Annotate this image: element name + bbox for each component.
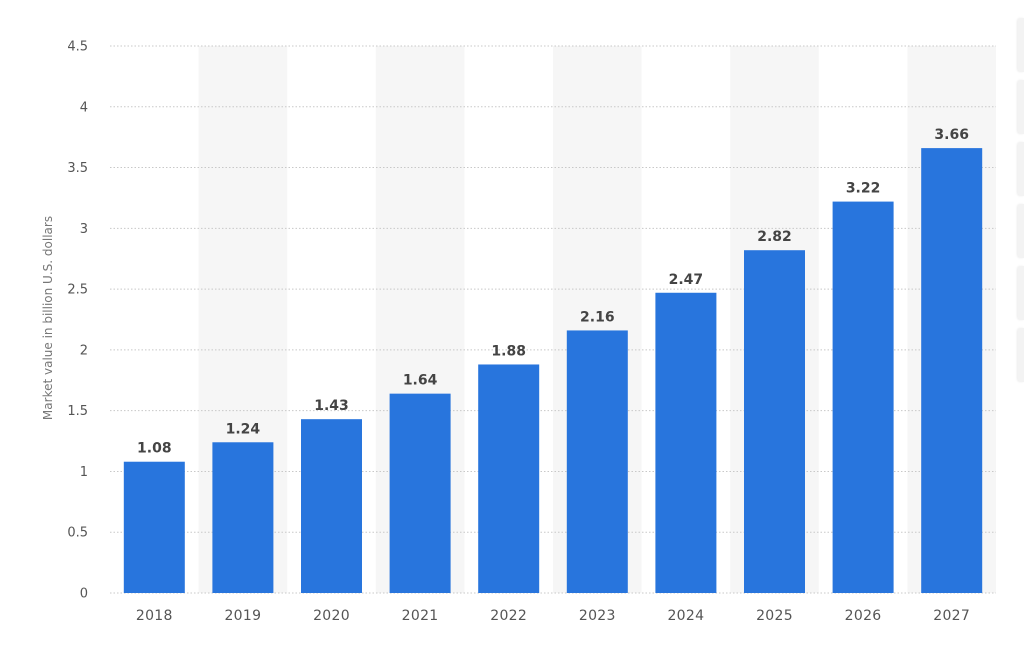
y-tick-label: 4.5 bbox=[67, 40, 88, 55]
value-label: 1.24 bbox=[226, 421, 261, 437]
side-tab[interactable] bbox=[1018, 80, 1024, 134]
side-tab[interactable] bbox=[1018, 18, 1024, 72]
y-tick-label: 3 bbox=[80, 222, 88, 237]
y-tick-label: 3.5 bbox=[67, 161, 88, 176]
y-tick-label: 4 bbox=[80, 100, 88, 115]
value-label: 2.16 bbox=[580, 309, 615, 325]
x-tick-label: 2026 bbox=[845, 608, 882, 624]
bar-2025 bbox=[744, 250, 805, 594]
value-label: 2.82 bbox=[757, 229, 792, 245]
value-label: 2.47 bbox=[669, 272, 704, 288]
bars bbox=[123, 148, 983, 594]
value-label: 1.08 bbox=[137, 441, 172, 457]
value-label: 3.66 bbox=[934, 127, 969, 143]
x-tick-label: 2021 bbox=[402, 608, 439, 624]
x-tick-label: 2023 bbox=[579, 608, 616, 624]
x-tick-label: 2018 bbox=[136, 608, 173, 624]
value-label: 1.43 bbox=[314, 398, 349, 414]
bar-2018 bbox=[123, 461, 185, 593]
bar-2026 bbox=[832, 201, 894, 593]
y-tick-label: 0 bbox=[80, 587, 88, 602]
bar-2023 bbox=[566, 330, 628, 593]
side-tab[interactable] bbox=[1018, 266, 1024, 320]
bar-2027 bbox=[921, 148, 983, 593]
side-tab[interactable] bbox=[1018, 328, 1024, 382]
x-axis-ticks: 2018 2019 2020 2021 2022 2023 2024 2025 2026 2027 bbox=[136, 608, 970, 624]
y-tick-label: 1 bbox=[80, 465, 88, 480]
side-toolbar bbox=[1018, 18, 1024, 390]
y-tick-label: 2.5 bbox=[67, 283, 88, 298]
y-tick-label: 0.5 bbox=[67, 526, 88, 541]
bar-2021 bbox=[389, 393, 451, 593]
bar-2020 bbox=[301, 419, 362, 593]
value-label: 1.64 bbox=[403, 373, 438, 389]
y-tick-label: 1.5 bbox=[67, 404, 88, 419]
side-tab[interactable] bbox=[1018, 142, 1024, 196]
value-labels: 1.08 1.24 1.43 1.64 1.88 2.16 2.47 2.82 3.22 3.66 bbox=[137, 127, 969, 457]
value-label: 1.88 bbox=[491, 343, 526, 359]
y-tick-label: 2 bbox=[80, 343, 88, 358]
x-tick-label: 2027 bbox=[933, 608, 970, 624]
value-label: 3.22 bbox=[846, 181, 881, 197]
x-tick-label: 2022 bbox=[490, 608, 527, 624]
y-axis-label: Market value in billion U.S. dollars bbox=[41, 216, 55, 420]
bar-2019 bbox=[212, 442, 274, 593]
x-tick-label: 2024 bbox=[667, 608, 704, 624]
x-tick-label: 2019 bbox=[224, 608, 261, 624]
x-tick-label: 2025 bbox=[756, 608, 793, 624]
side-tab[interactable] bbox=[1018, 204, 1024, 258]
x-tick-label: 2020 bbox=[313, 608, 350, 624]
bar-2022 bbox=[478, 364, 540, 593]
bar-2024 bbox=[655, 292, 717, 593]
y-axis-ticks: 0 0.5 1 1.5 2 2.5 3 3.5 4 4.5 bbox=[67, 40, 88, 602]
